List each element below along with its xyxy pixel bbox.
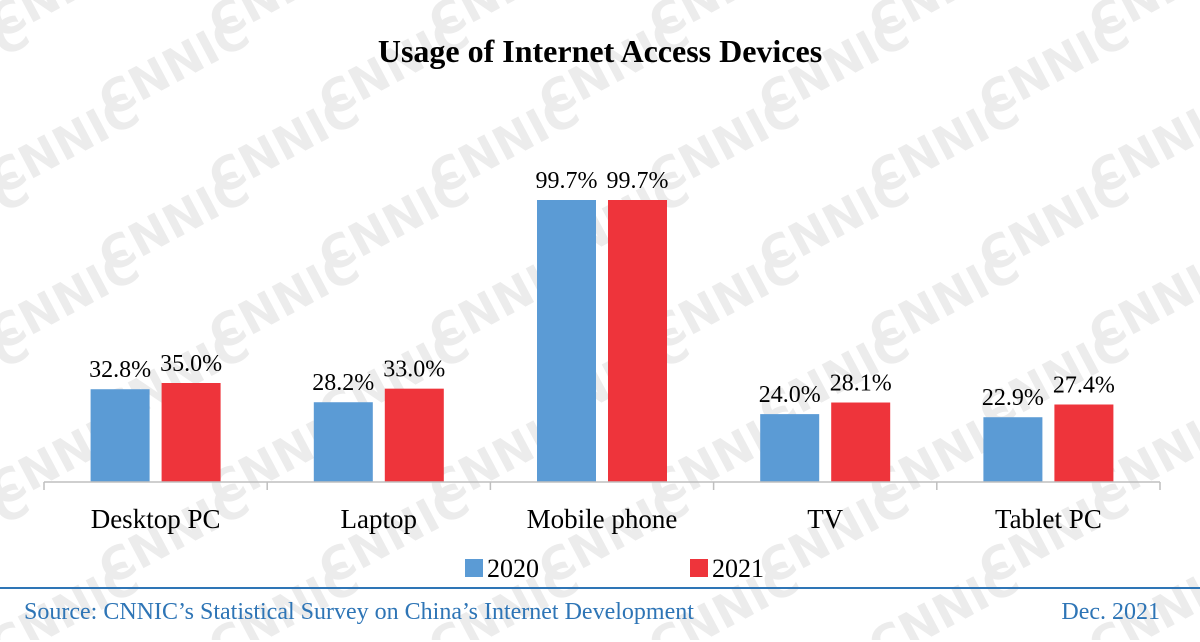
data-label: 32.8% xyxy=(89,357,151,383)
bar-2020-4 xyxy=(983,417,1043,482)
data-label: 27.4% xyxy=(1053,372,1115,398)
bar-2020-2 xyxy=(537,200,596,482)
category-label: Desktop PC xyxy=(91,504,221,534)
labels-layer: 32.8% 35.0% Desktop PC 28.2% 33.0% Laptop 99.7… xyxy=(89,168,1115,534)
category-label: Laptop xyxy=(341,504,417,534)
data-label: 35.0% xyxy=(160,351,222,377)
legend-swatch-2021 xyxy=(690,559,708,577)
footer: Source: CNNIC’s Statistical Survey on Ch… xyxy=(0,587,1200,642)
data-label: 99.7% xyxy=(536,168,598,194)
legend-label: 2021 xyxy=(712,554,764,583)
source-note: Source: CNNIC’s Statistical Survey on Ch… xyxy=(24,599,694,625)
data-label: 22.9% xyxy=(982,385,1044,411)
bar-2021-2 xyxy=(608,200,667,482)
legend-swatch-2020 xyxy=(465,559,483,577)
bar-2021-4 xyxy=(1054,404,1114,482)
chart-title: Usage of Internet Access Devices xyxy=(378,33,822,69)
bar-2020-3 xyxy=(760,414,820,482)
category-label: Tablet PC xyxy=(995,504,1102,534)
data-label: 24.0% xyxy=(759,382,821,408)
bar-2021-0 xyxy=(161,383,221,482)
bars-layer xyxy=(90,200,1114,482)
bar-2020-1 xyxy=(313,402,373,482)
bar-chart: Usage of Internet Access Devices 32.8% 35… xyxy=(43,33,1161,583)
x-axis-ticks xyxy=(43,482,1161,490)
bar-2020-0 xyxy=(90,389,150,482)
data-label: 28.2% xyxy=(312,370,374,396)
date-label: Dec. 2021 xyxy=(1061,599,1160,625)
legend: 2020 2021 xyxy=(465,554,764,583)
data-label: 33.0% xyxy=(383,357,445,383)
category-label: TV xyxy=(807,504,843,534)
bar-2021-1 xyxy=(384,388,444,482)
bar-2021-3 xyxy=(831,402,891,482)
legend-label: 2020 xyxy=(487,554,539,583)
data-label: 99.7% xyxy=(607,168,669,194)
category-label: Mobile phone xyxy=(527,504,678,534)
data-label: 28.1% xyxy=(830,371,892,397)
